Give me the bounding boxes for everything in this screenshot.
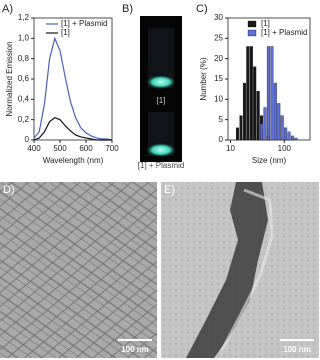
bar (253, 66, 257, 141)
line (33, 116, 112, 141)
y-tick-label: 20 (214, 54, 223, 63)
y-tick-label: 10 (214, 94, 223, 103)
x-axis-label: Wavelength (nm) (43, 156, 104, 165)
vial-glow (146, 143, 176, 157)
y-axis-label: Normalized Emission (5, 41, 14, 116)
bar (239, 115, 243, 141)
y-tick-label: 30 (214, 13, 223, 22)
photo-d: D) 100 nm (0, 182, 157, 358)
panel-label: A) (2, 3, 13, 15)
aggregate (186, 182, 268, 358)
y-tick-label: 25 (214, 33, 223, 42)
x-tick-label: 600 (79, 144, 93, 153)
bar (280, 115, 284, 141)
photo-label: [1] (157, 96, 166, 105)
bar (235, 127, 239, 141)
y-tick-label: 0,6 (18, 74, 30, 83)
x-tick-label: 700 (105, 144, 119, 153)
legend-swatch (247, 29, 257, 37)
photo-b: B) [1] [1] + Plasmid (122, 3, 184, 170)
legend-swatch (247, 20, 257, 28)
vial-glow (146, 75, 176, 89)
panel-label: C) (196, 3, 208, 15)
bar (242, 82, 246, 141)
bar (287, 131, 291, 141)
x-tick-label: 10 (226, 144, 235, 153)
y-tick-label: 0,8 (18, 54, 30, 63)
legend-label: [1] + Plasmid (61, 19, 107, 28)
scale-bar-label: 100 nm (121, 345, 149, 354)
photo-e: E) 100 nm (161, 182, 319, 358)
photo-label: [1] + Plasmid (138, 161, 184, 170)
line (33, 36, 113, 141)
aggregate-edge (220, 188, 274, 351)
bar (277, 103, 281, 141)
panel-label: B) (122, 3, 133, 15)
bar (270, 46, 274, 141)
x-tick-label: 400 (27, 144, 41, 153)
texture (0, 182, 157, 358)
bar (294, 137, 298, 141)
legend-label: [1] (61, 28, 70, 37)
scale-bar-label: 100 nm (283, 345, 311, 354)
bar (260, 123, 264, 141)
x-tick-label: 100 (278, 144, 292, 153)
y-axis-label: Number (%) (199, 57, 208, 100)
plot-frame (33, 17, 113, 141)
bar (290, 135, 294, 141)
x-tick-label: 500 (53, 144, 67, 153)
panel-label: D) (3, 184, 15, 196)
y-tick-label: 1,0 (18, 33, 30, 42)
y-tick-label: 0 (219, 135, 224, 144)
bar (263, 107, 267, 141)
x-axis-label: Size (nm) (252, 156, 287, 165)
y-tick-label: 0,4 (18, 94, 30, 103)
y-tick-label: 0,2 (18, 115, 30, 124)
y-tick-label: 1,2 (18, 13, 30, 22)
bar (284, 127, 288, 141)
bar (246, 46, 250, 141)
legend-label: [1] (261, 19, 270, 28)
bar (273, 82, 277, 141)
y-tick-label: 5 (219, 115, 224, 124)
legend-label: [1] + Plasmid (261, 28, 307, 37)
bar (256, 91, 260, 141)
bar (266, 46, 270, 141)
bar (249, 46, 253, 141)
y-tick-label: 15 (214, 74, 223, 83)
panel-label: E) (164, 184, 175, 196)
y-tick-label: 0 (25, 135, 30, 144)
